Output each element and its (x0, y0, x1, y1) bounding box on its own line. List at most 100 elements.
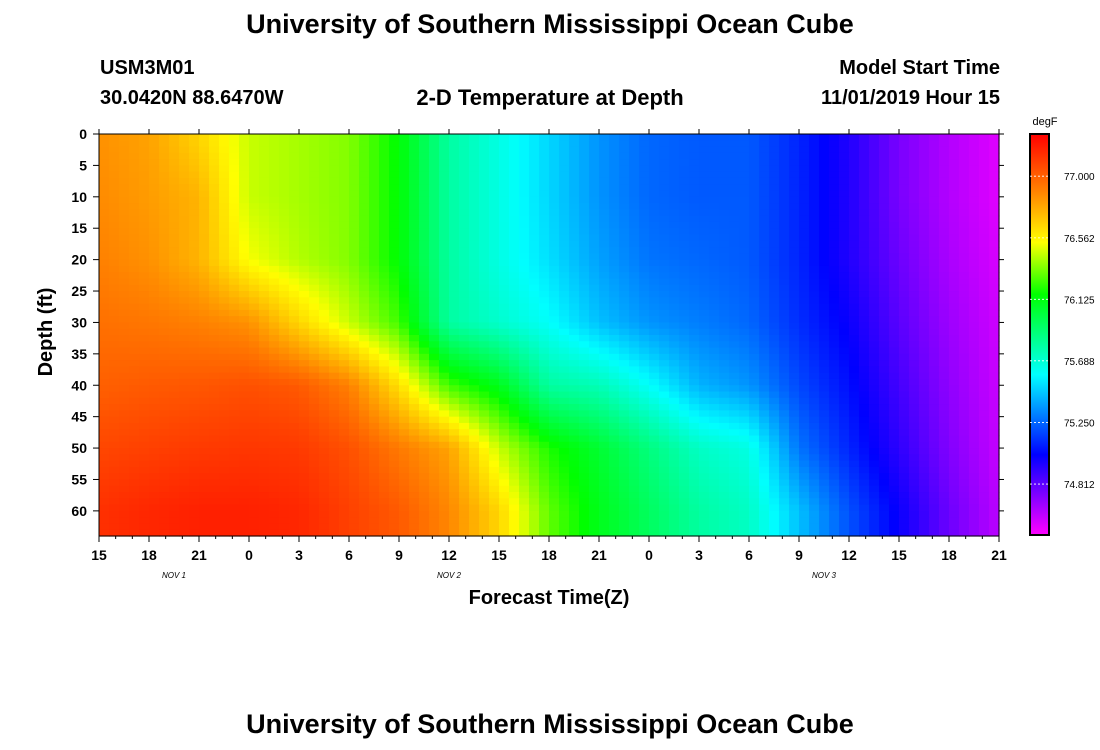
heatmap-cell (469, 360, 480, 368)
heatmap-cell (929, 284, 940, 292)
heatmap-cell (309, 473, 320, 481)
heatmap-cell (179, 347, 190, 355)
heatmap-cell (339, 215, 350, 223)
heatmap-cell (449, 404, 460, 411)
heatmap-cell (379, 171, 390, 179)
heatmap-cell (589, 328, 600, 336)
heatmap-cell (219, 272, 230, 280)
heatmap-cell (419, 247, 430, 254)
heatmap-cell (699, 278, 710, 286)
heatmap-cell (859, 353, 870, 361)
heatmap-cell (779, 228, 790, 236)
heatmap-cell (729, 265, 740, 273)
heatmap-cell (389, 416, 400, 424)
heatmap-cell (229, 146, 240, 154)
heatmap-cell (129, 366, 140, 374)
heatmap-cell (189, 221, 200, 229)
heatmap-cell (799, 435, 810, 443)
heatmap-cell (269, 152, 280, 160)
heatmap-cell (159, 473, 170, 481)
heatmap-cell (329, 397, 340, 405)
heatmap-cell (739, 259, 750, 267)
heatmap-cell (579, 190, 590, 198)
heatmap-cell (289, 347, 300, 355)
heatmap-cell (369, 272, 380, 280)
heatmap-cell (219, 466, 230, 474)
heatmap-cell (349, 441, 360, 449)
heatmap-cell (569, 422, 580, 430)
heatmap-cell (269, 228, 280, 236)
heatmap-cell (969, 228, 980, 236)
heatmap-cell (589, 435, 600, 443)
heatmap-cell (989, 234, 1000, 242)
heatmap-cell (399, 378, 410, 386)
heatmap-cell (529, 259, 540, 267)
heatmap-cell (199, 209, 210, 217)
heatmap-cell (429, 165, 440, 173)
heatmap-cell (719, 228, 730, 236)
heatmap-cell (299, 441, 310, 449)
heatmap-cell (959, 316, 970, 324)
heatmap-cell (469, 209, 480, 217)
heatmap-cell (339, 303, 350, 311)
heatmap-cell (649, 441, 660, 449)
heatmap-cell (709, 454, 720, 462)
heatmap-cell (499, 353, 510, 361)
heatmap-cell (579, 303, 590, 311)
heatmap-cell (759, 360, 770, 368)
heatmap-cell (169, 259, 180, 267)
heatmap-cell (419, 410, 430, 418)
heatmap-cell (679, 209, 690, 217)
heatmap-cell (429, 221, 440, 229)
heatmap-cell (759, 335, 770, 342)
heatmap-cell (229, 378, 240, 386)
heatmap-cell (729, 303, 740, 311)
heatmap-cell (589, 278, 600, 286)
heatmap-cell (399, 228, 410, 236)
heatmap-cell (699, 360, 710, 368)
heatmap-cell (579, 454, 590, 462)
heatmap-cell (509, 397, 520, 405)
heatmap-cell (469, 165, 480, 173)
heatmap-cell (179, 335, 190, 342)
heatmap-cell (179, 441, 190, 449)
heatmap-cell (429, 177, 440, 185)
heatmap-cell (789, 272, 800, 280)
heatmap-cell (119, 435, 130, 443)
heatmap-cell (949, 454, 960, 462)
heatmap-cell (209, 240, 220, 248)
heatmap-cell (839, 335, 850, 342)
heatmap-cell (679, 473, 690, 481)
heatmap-cell (629, 171, 640, 179)
heatmap-cell (259, 284, 270, 292)
heatmap-cell (929, 328, 940, 336)
heatmap-cell (369, 397, 380, 405)
heatmap-cell (239, 203, 250, 210)
heatmap-cell (149, 209, 160, 217)
heatmap-cell (179, 341, 190, 349)
heatmap-cell (349, 322, 360, 330)
heatmap-cell (969, 454, 980, 462)
heatmap-cell (709, 353, 720, 361)
heatmap-cell (609, 190, 620, 198)
heatmap-cell (479, 422, 490, 430)
heatmap-cell (759, 278, 770, 286)
heatmap-cell (619, 240, 630, 248)
heatmap-cell (209, 265, 220, 273)
heatmap-cell (469, 203, 480, 210)
heatmap-cell (579, 335, 590, 342)
heatmap-cell (669, 366, 680, 374)
heatmap-cell (899, 259, 910, 267)
heatmap-cell (579, 177, 590, 185)
heatmap-cell (749, 297, 760, 305)
heatmap-cell (569, 460, 580, 468)
heatmap-cell (769, 259, 780, 267)
heatmap-cell (339, 360, 350, 368)
heatmap-cell (979, 259, 990, 267)
heatmap-cell (839, 184, 850, 192)
heatmap-cell (309, 291, 320, 298)
heatmap-cell (749, 196, 760, 204)
heatmap-cell (859, 366, 870, 374)
heatmap-cell (959, 441, 970, 449)
heatmap-cell (429, 385, 440, 393)
